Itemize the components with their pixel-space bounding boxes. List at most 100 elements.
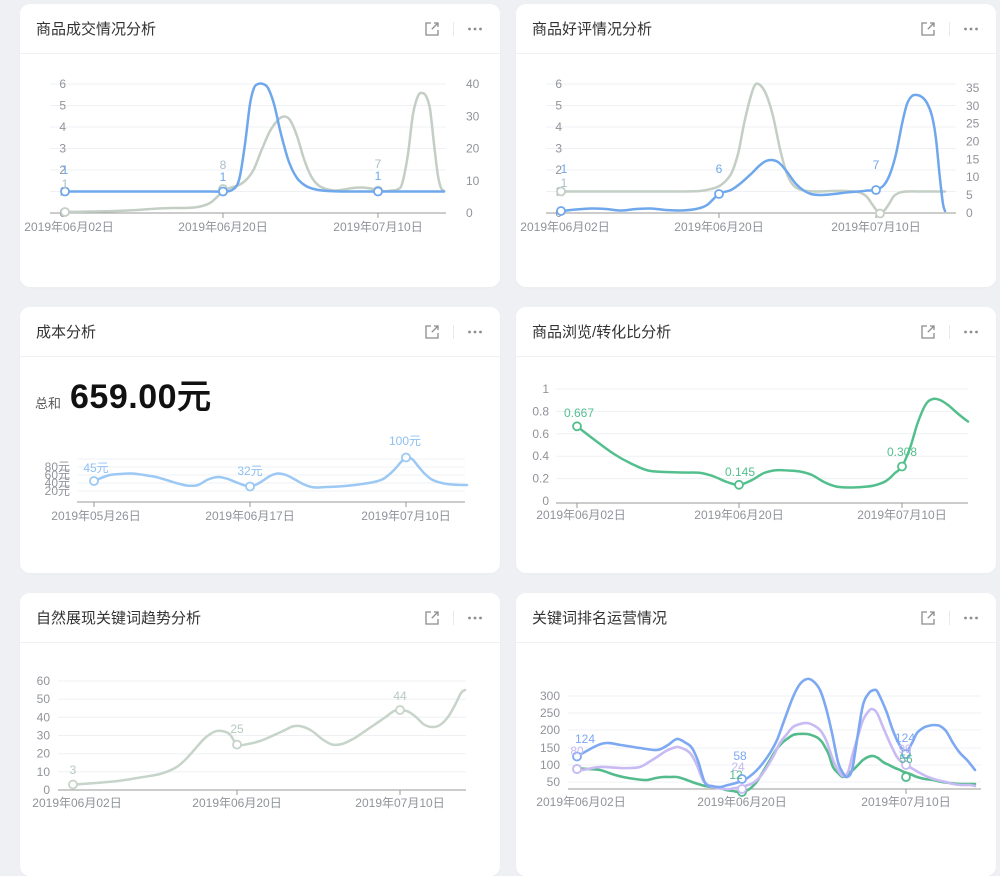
panel-header: 自然展现关键词趋势分析 [20, 593, 500, 643]
y-axis-label: 0.8 [532, 404, 549, 418]
export-icon[interactable] [423, 323, 441, 341]
data-point-marker[interactable] [875, 208, 885, 219]
sum-label: 总和 [35, 396, 62, 411]
data-point-marker[interactable] [572, 764, 582, 774]
more-icon[interactable] [962, 323, 980, 341]
panel-title: 商品成交情况分析 [36, 21, 157, 38]
y-axis-right-label: 15 [966, 152, 980, 166]
data-point-label: 1 [561, 176, 568, 190]
data-point-marker[interactable] [901, 772, 911, 782]
x-axis-label: 2019年07月10日 [857, 508, 946, 522]
data-point-marker[interactable] [68, 779, 78, 790]
data-point-marker[interactable] [218, 184, 228, 194]
data-point-label: 44 [393, 689, 407, 703]
data-point-label: 24 [731, 760, 745, 774]
y-axis-label: 0.4 [532, 449, 549, 463]
data-point-label: 80 [570, 744, 584, 758]
data-point-label: 25 [230, 722, 244, 736]
more-icon[interactable] [962, 20, 980, 38]
data-point-marker[interactable] [373, 185, 383, 196]
data-point-marker[interactable] [572, 421, 582, 432]
y-axis-label: 1 [59, 185, 66, 199]
y-axis-label: 5 [59, 99, 66, 113]
data-point-label: 1 [62, 163, 69, 177]
y-axis-label: 3 [555, 142, 562, 156]
data-point-marker[interactable] [60, 186, 70, 197]
series-line[interactable] [575, 677, 977, 789]
data-point-marker[interactable] [218, 186, 228, 197]
x-axis-label: 2019年05月26日 [51, 509, 140, 523]
panel-keyword-ranking: 关键词排名运营情况 300 250 200 150 100 50 2019年06月02日 20… [516, 593, 996, 876]
series-line[interactable] [71, 688, 467, 786]
panel-title: 商品好评情况分析 [532, 21, 653, 38]
series-line[interactable] [63, 91, 446, 214]
y-axis-label: 250 [540, 706, 560, 720]
y-axis-label: 6 [59, 77, 66, 91]
x-axis-label: 2019年06月02日 [520, 220, 609, 234]
divider [453, 21, 454, 36]
data-point-marker[interactable] [556, 186, 566, 197]
divider [949, 21, 950, 36]
series-line[interactable] [559, 93, 947, 213]
y-axis-right-label: 25 [966, 117, 980, 131]
data-point-marker[interactable] [572, 764, 582, 774]
y-axis-label: 40元 [45, 476, 70, 490]
divider [949, 324, 950, 339]
data-point-marker[interactable] [897, 461, 907, 472]
export-icon[interactable] [919, 323, 937, 341]
data-point-marker[interactable] [734, 479, 744, 490]
panel-title: 成本分析 [36, 324, 97, 341]
data-point-marker[interactable] [89, 476, 99, 486]
y-axis-label: 0 [555, 206, 562, 220]
series-line[interactable] [559, 82, 947, 215]
more-icon[interactable] [466, 609, 484, 627]
data-point-marker[interactable] [737, 787, 747, 797]
more-icon[interactable] [962, 609, 980, 627]
more-icon[interactable] [466, 20, 484, 38]
series-line[interactable] [575, 707, 977, 791]
data-point-marker[interactable] [60, 207, 70, 217]
panel-title: 自然展现关键词趋势分析 [36, 610, 202, 627]
y-axis-label: 1 [542, 382, 549, 396]
panel-header: 商品成交情况分析 [20, 4, 500, 54]
y-axis-label: 20 [37, 747, 51, 761]
data-point-marker[interactable] [232, 739, 242, 750]
data-point-marker[interactable] [556, 206, 566, 216]
y-axis-label: 0.2 [532, 472, 549, 486]
y-axis-label: 10 [37, 765, 51, 779]
series-line[interactable] [575, 732, 977, 794]
panel-cost-analysis: 成本分析 总和 659.00元 80元 60元 40元 20元 2019年05月26日 2… [20, 307, 500, 573]
data-point-marker[interactable] [572, 751, 582, 762]
data-point-marker[interactable] [373, 186, 383, 197]
data-point-label: 7 [375, 157, 382, 171]
data-point-marker[interactable] [901, 749, 911, 759]
data-point-label: 99 [898, 742, 912, 756]
panel-title: 关键词排名运营情况 [532, 610, 668, 627]
data-point-marker[interactable] [245, 481, 255, 492]
data-point-marker[interactable] [737, 774, 747, 784]
panel-header: 关键词排名运营情况 [516, 593, 996, 643]
export-icon[interactable] [919, 609, 937, 627]
y-axis-right-label: 0 [466, 206, 473, 220]
export-icon[interactable] [919, 20, 937, 38]
data-point-label: 7 [873, 158, 880, 172]
more-icon[interactable] [466, 323, 484, 341]
data-point-label: 0.145 [725, 465, 755, 479]
y-axis-label: 60元 [45, 468, 70, 482]
data-point-marker[interactable] [901, 760, 911, 770]
export-icon[interactable] [423, 609, 441, 627]
series-line[interactable] [92, 456, 469, 489]
y-axis-right-label: 10 [966, 170, 980, 184]
series-line[interactable] [63, 82, 446, 193]
y-axis-label: 2 [555, 163, 562, 177]
export-icon[interactable] [423, 20, 441, 38]
divider [949, 610, 950, 625]
series-line[interactable] [575, 397, 970, 489]
data-point-marker[interactable] [871, 185, 881, 195]
y-axis-right-label: 20 [966, 135, 980, 149]
data-point-marker[interactable] [401, 452, 411, 463]
data-point-marker[interactable] [737, 784, 747, 794]
x-axis-label: 2019年06月20日 [178, 220, 267, 234]
data-point-marker[interactable] [714, 189, 724, 199]
data-point-marker[interactable] [395, 705, 405, 715]
